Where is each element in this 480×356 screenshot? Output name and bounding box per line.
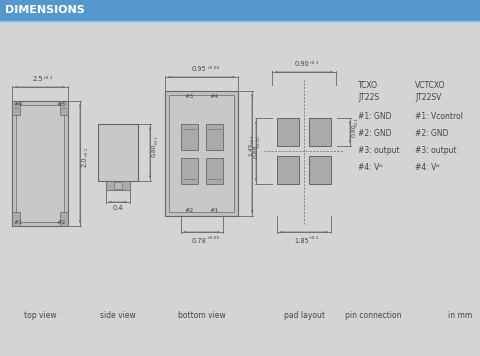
Text: #1: GND: #1: GND: [358, 112, 392, 121]
Text: 0.95: 0.95: [192, 66, 207, 72]
Text: TCXO: TCXO: [358, 81, 378, 90]
Text: in mm: in mm: [448, 312, 472, 320]
Text: +0.1: +0.1: [309, 61, 320, 65]
Text: +0.1: +0.1: [251, 134, 255, 144]
Text: 0.90: 0.90: [295, 61, 310, 67]
Text: 2.5: 2.5: [33, 76, 43, 82]
Text: #2: GND: #2: GND: [415, 129, 448, 138]
Text: #2: #2: [184, 209, 193, 214]
Bar: [277, 156, 299, 184]
Text: 0.80: 0.80: [152, 144, 157, 157]
Text: top view: top view: [24, 312, 56, 320]
Text: +0.1: +0.1: [155, 136, 159, 146]
Text: #3: output: #3: output: [415, 146, 456, 155]
Text: #4: V: #4: V: [415, 163, 436, 172]
Text: 0.78: 0.78: [192, 238, 207, 244]
Text: 2.0: 2.0: [82, 156, 88, 167]
Bar: [277, 118, 299, 146]
Bar: [12, 101, 68, 226]
Text: #4: #4: [209, 94, 218, 99]
Text: #4: #4: [14, 101, 23, 106]
Text: +0.1: +0.1: [309, 236, 320, 240]
Text: #3: output: #3: output: [358, 146, 400, 155]
Bar: [114, 182, 122, 189]
Bar: [12, 101, 20, 115]
Text: side view: side view: [100, 312, 136, 320]
Bar: [60, 101, 68, 115]
Bar: [180, 157, 197, 183]
Bar: [309, 156, 331, 184]
Text: #2: GND: #2: GND: [358, 129, 392, 138]
Text: 1.45: 1.45: [248, 142, 253, 156]
Text: 0.80: 0.80: [352, 123, 357, 137]
Bar: [205, 124, 223, 150]
Text: DIMENSIONS: DIMENSIONS: [5, 5, 85, 15]
Bar: [165, 91, 238, 216]
Bar: [106, 181, 130, 190]
Text: 0.68: 0.68: [254, 145, 259, 158]
Text: +0.05: +0.05: [257, 135, 261, 148]
Text: #4: V: #4: V: [358, 163, 379, 172]
Text: #3: #3: [184, 94, 193, 99]
Text: #1: #1: [14, 220, 23, 225]
Text: #1: Vcontrol: #1: Vcontrol: [415, 112, 463, 121]
Text: +0.1: +0.1: [355, 117, 359, 127]
Bar: [0, 0, 480, 20]
Bar: [205, 157, 223, 183]
Text: #3: #3: [57, 101, 66, 106]
Text: 1.85: 1.85: [295, 238, 310, 244]
Text: dc: dc: [436, 164, 441, 168]
Text: 0.4: 0.4: [113, 205, 123, 211]
Text: #1: #1: [209, 209, 218, 214]
Bar: [169, 95, 234, 212]
Bar: [16, 105, 64, 222]
Text: +0.1: +0.1: [85, 146, 89, 157]
Text: bottom view: bottom view: [178, 312, 226, 320]
Text: pin connection: pin connection: [345, 312, 401, 320]
Text: JT22SV: JT22SV: [415, 93, 442, 102]
Bar: [60, 212, 68, 226]
Text: JT22S: JT22S: [358, 93, 379, 102]
Bar: [12, 212, 20, 226]
Bar: [309, 118, 331, 146]
Text: VCTCXO: VCTCXO: [415, 81, 445, 90]
Text: +0.05: +0.05: [206, 66, 220, 70]
Text: pad layout: pad layout: [284, 312, 324, 320]
Text: dc: dc: [379, 164, 384, 168]
Text: +0.1: +0.1: [43, 76, 53, 80]
Text: #2: #2: [57, 220, 66, 225]
Bar: [98, 124, 138, 181]
Text: +0.05: +0.05: [206, 236, 220, 240]
Bar: [180, 124, 197, 150]
